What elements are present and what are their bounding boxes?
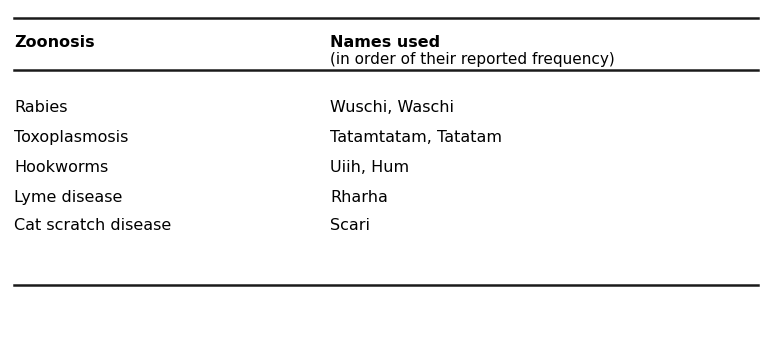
Text: Hookworms: Hookworms bbox=[14, 160, 108, 175]
Text: Zoonosis: Zoonosis bbox=[14, 35, 94, 50]
Text: (in order of their reported frequency): (in order of their reported frequency) bbox=[330, 52, 614, 67]
Text: Tatamtatam, Tatatam: Tatamtatam, Tatatam bbox=[330, 130, 502, 145]
Text: Rabies: Rabies bbox=[14, 100, 68, 115]
Text: Wuschi, Waschi: Wuschi, Waschi bbox=[330, 100, 454, 115]
Text: Cat scratch disease: Cat scratch disease bbox=[14, 218, 171, 233]
Text: Uiih, Hum: Uiih, Hum bbox=[330, 160, 409, 175]
Text: Rharha: Rharha bbox=[330, 190, 388, 205]
Text: Scari: Scari bbox=[330, 218, 370, 233]
Text: Lyme disease: Lyme disease bbox=[14, 190, 122, 205]
Text: Toxoplasmosis: Toxoplasmosis bbox=[14, 130, 128, 145]
Text: Names used: Names used bbox=[330, 35, 440, 50]
